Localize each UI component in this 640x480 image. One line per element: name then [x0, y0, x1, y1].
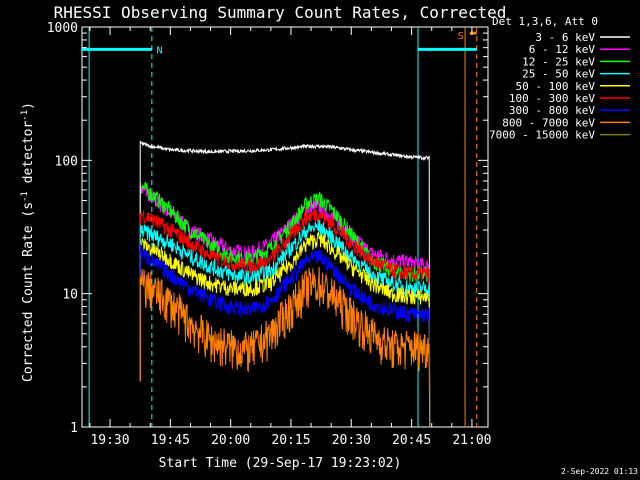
y-tick-label: 1	[70, 421, 78, 436]
series-line	[139, 231, 431, 426]
flag-label: N	[156, 45, 162, 56]
x-tick-label: 20:00	[211, 433, 250, 448]
y-axis-label-sup1: -1	[20, 191, 30, 202]
series-line	[139, 140, 431, 426]
legend-label: 100 - 300 keV	[509, 92, 595, 105]
axis-ticks: 19:30 19:45 20:00 20:15 20:30 20:45 21:00 1 10 10…	[47, 21, 492, 448]
legend-label: 6 - 12 keV	[529, 43, 596, 56]
y-axis-label-part1: Corrected Count Rate (s	[21, 202, 36, 382]
x-tick-label: 20:15	[271, 433, 310, 448]
y-tick-label: 1000	[47, 21, 78, 36]
y-tick-label: 100	[55, 154, 78, 169]
y-axis-label: Corrected Count Rate (s-1 detector-1)	[20, 102, 36, 382]
legend-label: 12 - 25 keV	[522, 55, 595, 68]
chart-title: RHESSI Observing Summary Count Rates, Co…	[54, 3, 507, 22]
x-tick-label: 20:30	[332, 433, 371, 448]
x-tick-label: 21:00	[452, 433, 491, 448]
legend-label: 800 - 7000 keV	[502, 116, 595, 129]
legend-title: Det 1,3,6, Att 0	[492, 15, 598, 28]
series-line	[139, 266, 431, 426]
x-tick-label: 20:45	[392, 433, 431, 448]
series-line	[139, 181, 431, 426]
legend-label: 3 - 6 keV	[535, 31, 595, 44]
series-line	[139, 208, 431, 426]
legend-label: 50 - 100 keV	[516, 80, 596, 93]
plot-frame	[81, 26, 489, 428]
x-tick-label: 19:30	[90, 433, 129, 448]
footer-date: 2-Sep-2022 01:13	[561, 467, 638, 476]
plot-border	[81, 26, 489, 428]
series-layer	[139, 140, 431, 426]
y-axis-label-part3: )	[21, 102, 36, 110]
x-axis-label: Start Time (29-Sep-17 19:23:02)	[159, 456, 402, 471]
y-axis-label-sup2: -1	[20, 110, 30, 121]
legend-label: 7000 - 15000 keV	[489, 129, 595, 142]
series-line	[139, 243, 431, 426]
series-line	[139, 219, 431, 426]
y-tick-label: 10	[62, 288, 78, 303]
flag-label: S	[458, 31, 464, 42]
legend-label: 25 - 50 keV	[522, 68, 595, 81]
y-axis-label-part2: detector	[21, 121, 36, 192]
legend-label: 300 - 800 keV	[509, 104, 595, 117]
x-tick-label: 19:45	[151, 433, 190, 448]
